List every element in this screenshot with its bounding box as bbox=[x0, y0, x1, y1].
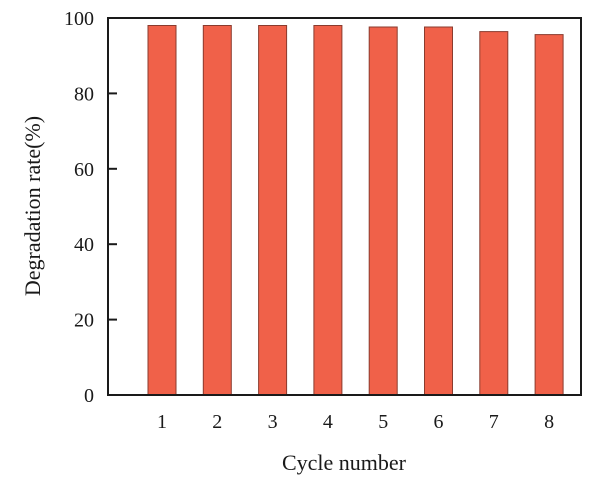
axes-layer bbox=[107, 17, 582, 396]
x-tick-label: 2 bbox=[212, 411, 222, 433]
x-tick-label: 7 bbox=[489, 411, 499, 433]
bar-cycle-6 bbox=[424, 26, 453, 396]
y-axis-title: Degradation rate(%) bbox=[20, 116, 45, 296]
x-tick-label: 3 bbox=[268, 411, 278, 433]
bar-cycle-8 bbox=[534, 34, 564, 396]
y-tick-label: 20 bbox=[74, 310, 94, 332]
y-tick-label: 40 bbox=[74, 234, 94, 256]
y-tick-label: 60 bbox=[74, 159, 94, 181]
y-tick-label: 0 bbox=[84, 385, 94, 407]
bar-cycle-1 bbox=[147, 25, 177, 396]
y-tick-label: 80 bbox=[74, 83, 94, 105]
bar-cycle-2 bbox=[202, 25, 232, 396]
bar-cycle-4 bbox=[313, 25, 343, 396]
y-ticks: 0 20 40 60 80 100 bbox=[64, 8, 117, 407]
x-tick-label: 1 bbox=[157, 411, 167, 433]
plot-frame bbox=[107, 17, 582, 396]
x-axis-title: Cycle number bbox=[282, 450, 407, 475]
x-tick-label: 5 bbox=[378, 411, 388, 433]
bar-cycle-7 bbox=[479, 31, 509, 396]
x-tick-label: 6 bbox=[434, 411, 444, 433]
bar-cycle-3 bbox=[258, 25, 288, 396]
bars-layer bbox=[147, 25, 564, 396]
x-ticks: 1 2 3 4 5 6 7 8 bbox=[157, 411, 554, 433]
x-tick-label: 4 bbox=[323, 411, 333, 433]
bar-cycle-5 bbox=[368, 26, 398, 396]
y-tick-label: 100 bbox=[64, 8, 94, 30]
x-tick-label: 8 bbox=[544, 411, 554, 433]
